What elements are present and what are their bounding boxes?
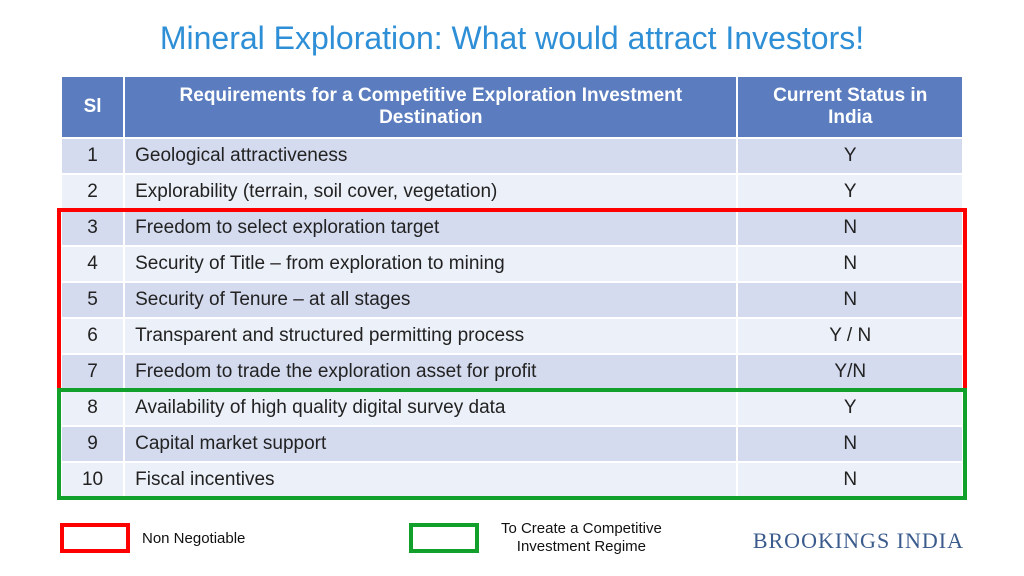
cell-req: Capital market support [124, 426, 737, 462]
cell-status: N [737, 282, 963, 318]
cell-status: N [737, 246, 963, 282]
cell-status: N [737, 426, 963, 462]
legend-swatch-green [409, 523, 479, 553]
cell-sl: 7 [61, 354, 124, 390]
table-row: 6Transparent and structured permitting p… [61, 318, 963, 354]
table-row: 1Geological attractivenessY [61, 138, 963, 174]
cell-sl: 1 [61, 138, 124, 174]
brand-logo: BROOKINGS INDIA [753, 528, 964, 554]
cell-status: Y/N [737, 354, 963, 390]
page-title: Mineral Exploration: What would attract … [60, 20, 964, 57]
cell-sl: 8 [61, 390, 124, 426]
requirements-table: Sl Requirements for a Competitive Explor… [60, 75, 964, 499]
cell-req: Availability of high quality digital sur… [124, 390, 737, 426]
legend-label-green: To Create a Competitive Investment Regim… [491, 520, 671, 556]
cell-status: Y [737, 174, 963, 210]
cell-req: Freedom to trade the exploration asset f… [124, 354, 737, 390]
cell-status: N [737, 210, 963, 246]
legend-swatch-red [60, 523, 130, 553]
table-row: 3Freedom to select exploration targetN [61, 210, 963, 246]
col-header-status: Current Status in India [737, 76, 963, 138]
table-row: 8Availability of high quality digital su… [61, 390, 963, 426]
cell-req: Geological attractiveness [124, 138, 737, 174]
table-row: 4Security of Title – from exploration to… [61, 246, 963, 282]
col-header-req: Requirements for a Competitive Explorati… [124, 76, 737, 138]
cell-req: Explorability (terrain, soil cover, vege… [124, 174, 737, 210]
table-row: 10Fiscal incentivesN [61, 462, 963, 498]
table-header-row: Sl Requirements for a Competitive Explor… [61, 76, 963, 138]
cell-req: Transparent and structured permitting pr… [124, 318, 737, 354]
cell-req: Security of Title – from exploration to … [124, 246, 737, 282]
cell-status: Y [737, 390, 963, 426]
table-row: 2Explorability (terrain, soil cover, veg… [61, 174, 963, 210]
cell-sl: 4 [61, 246, 124, 282]
cell-req: Security of Tenure – at all stages [124, 282, 737, 318]
table-row: 7Freedom to trade the exploration asset … [61, 354, 963, 390]
table-wrap: Sl Requirements for a Competitive Explor… [60, 75, 964, 499]
cell-sl: 2 [61, 174, 124, 210]
cell-status: Y / N [737, 318, 963, 354]
cell-req: Freedom to select exploration target [124, 210, 737, 246]
cell-req: Fiscal incentives [124, 462, 737, 498]
table-row: 5Security of Tenure – at all stagesN [61, 282, 963, 318]
legend-label-red: Non Negotiable [142, 530, 245, 547]
cell-sl: 10 [61, 462, 124, 498]
cell-status: N [737, 462, 963, 498]
cell-sl: 3 [61, 210, 124, 246]
cell-sl: 5 [61, 282, 124, 318]
col-header-sl: Sl [61, 76, 124, 138]
cell-status: Y [737, 138, 963, 174]
table-row: 9Capital market supportN [61, 426, 963, 462]
slide: Mineral Exploration: What would attract … [0, 0, 1024, 576]
cell-sl: 9 [61, 426, 124, 462]
cell-sl: 6 [61, 318, 124, 354]
